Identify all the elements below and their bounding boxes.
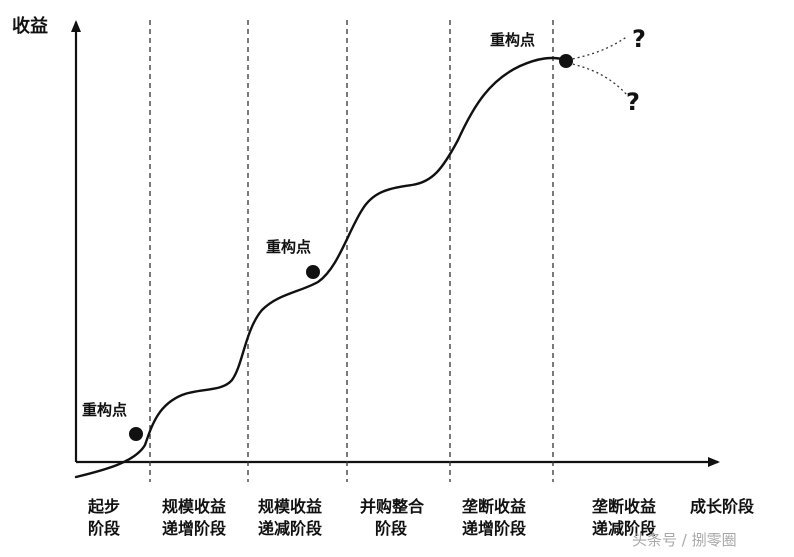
stage-label-4-line1: 并购整合 xyxy=(360,497,425,516)
stage-label-2-line2: 递增阶段 xyxy=(162,519,227,538)
stage-label-2-line1: 规模收益 xyxy=(162,497,226,516)
stage-label-3-line1: 规模收益 xyxy=(258,497,322,516)
future-branch-down xyxy=(567,62,629,97)
reconstruction-label-2: 重构点 xyxy=(266,238,311,256)
stage-label-6-line1: 垄断收益 xyxy=(592,497,656,516)
reconstruction-point-3 xyxy=(559,54,573,68)
stage-label-6-line2: 递减阶段 xyxy=(592,519,657,538)
stage-labels: 起步 阶段 规模收益 递增阶段 规模收益 递减阶段 并购整合 阶段 垄断收益 递… xyxy=(87,497,657,538)
future-branch-up xyxy=(567,35,629,61)
stage-label-1-line2: 阶段 xyxy=(88,519,121,538)
question-mark-upper: ? xyxy=(632,25,646,53)
stage-dividers xyxy=(149,20,554,482)
stage-label-5-line2: 递增阶段 xyxy=(462,519,527,538)
stage-label-4-line2: 阶段 xyxy=(375,519,408,538)
watermark-text: 头条号 / 捌零圈 xyxy=(632,531,737,549)
reconstruction-point-2 xyxy=(306,265,320,279)
stage-label-1-line1: 起步 xyxy=(87,497,120,516)
stage-label-5-line1: 垄断收益 xyxy=(462,497,526,516)
growth-curve xyxy=(74,56,568,479)
x-axis-label: 成长阶段 xyxy=(690,497,755,516)
reconstruction-point-1 xyxy=(129,427,143,441)
reconstruction-label-1: 重构点 xyxy=(82,401,127,419)
y-axis-label: 收益 xyxy=(12,15,48,37)
stage-label-3-line2: 递减阶段 xyxy=(258,519,323,538)
question-mark-lower: ? xyxy=(626,88,640,116)
reconstruction-label-3: 重构点 xyxy=(490,31,535,49)
